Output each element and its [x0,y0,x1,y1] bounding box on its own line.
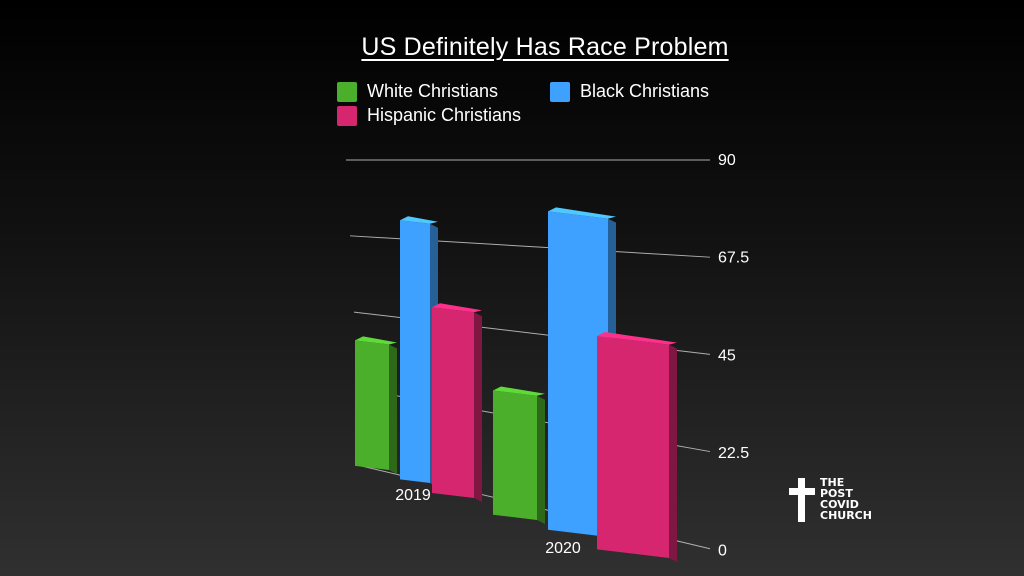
legend-item-hispanic-christians: Hispanic Christians [337,105,521,126]
y-axis-ticks: 0 22.5 45 67.5 90 [718,152,749,560]
chart-title: US Definitely Has Race Problem [361,33,729,61]
category-label: 2019 [395,487,431,504]
y-tick-label: 90 [718,152,736,169]
x-axis-labels: 2019 2020 [395,487,581,557]
bar-top [493,386,545,396]
post-covid-church-logo: THE POST COVID CHURCH [787,476,887,524]
legend-swatch [337,105,357,126]
legend-label: White Christians [367,81,499,101]
legend-swatch [337,81,357,102]
cross-icon [789,478,815,522]
y-tick-label: 67.5 [718,250,749,267]
bar-top [548,207,616,219]
bar-2019-2 [432,303,482,502]
bar-top [432,303,482,313]
bar-front [432,307,474,498]
bar-top [400,216,438,224]
bar-front [355,340,389,470]
legend-item-black-christians: Black Christians [550,81,709,102]
legend-item-white-christians: White Christians [337,81,498,102]
bar-front [597,336,669,558]
bar-side [537,395,545,524]
logo-text: THE POST COVID CHURCH [820,476,872,522]
bar-side [474,312,482,502]
bar-top [597,332,677,345]
bar-side [669,344,677,562]
bar-front [400,220,430,483]
legend-label: Black Christians [580,81,710,101]
y-tick-label: 22.5 [718,445,749,462]
bar-2019-0 [355,336,397,474]
legend-label: Hispanic Christians [367,105,522,125]
bar-2020-0 [493,386,545,524]
category-label: 2020 [545,540,581,557]
bar-side [389,344,397,474]
bar-front [548,211,608,537]
bar-top [355,336,397,345]
bars [355,207,677,562]
y-tick-label: 45 [718,347,736,364]
bar-front [493,390,537,520]
y-tick-label: 0 [718,543,727,560]
legend-swatch [550,81,570,102]
bar-2020-2 [597,332,677,562]
